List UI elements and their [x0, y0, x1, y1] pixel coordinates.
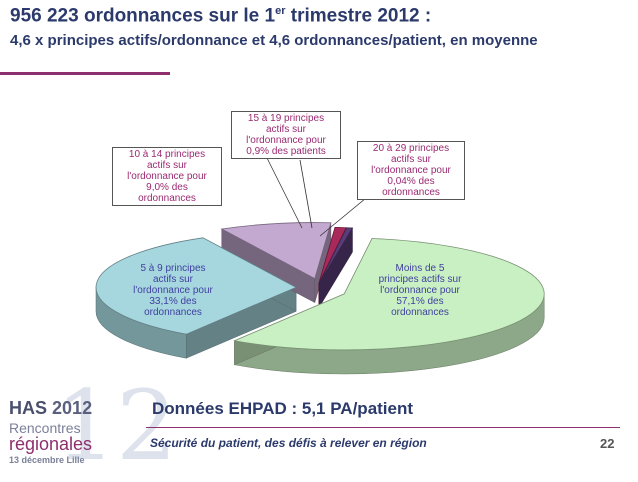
pie-slice-1 — [95, 237, 297, 335]
label-slice-10-14: 10 à 14 principes actifs sur l'ordonnanc… — [112, 147, 222, 206]
page-number: 22 — [600, 436, 615, 451]
has-logo: 12 HAS 2012 Rencontres régionales 13 déc… — [9, 370, 178, 482]
leader-line-1 — [299, 159, 313, 229]
pie-slice-0 — [233, 238, 545, 351]
label-slice-5-9: 5 à 9 principes actifs sur l'ordonnance … — [133, 263, 213, 318]
page-subtitle: 4,6 x principes actifs/ordonnance et 4,6… — [10, 32, 538, 49]
label-slice-15-19: 15 à 19 principes actifs sur l'ordonnanc… — [231, 111, 341, 159]
footer-text: Sécurité du patient, des défis à relever… — [150, 436, 427, 450]
pie-slice-4 — [318, 227, 354, 284]
ehpad-note: Données EHPAD : 5,1 PA/patient — [152, 399, 414, 418]
title-accent-line — [0, 72, 170, 75]
page-title: 956 223 ordonnances sur le 1er trimestre… — [10, 5, 432, 27]
label-slice-lt5: Moins de 5 principes actifs sur l'ordonn… — [378, 263, 462, 318]
pie-slice-2 — [220, 222, 332, 280]
label-slice-20-29: 20 à 29 principes actifs sur l'ordonnanc… — [357, 141, 465, 200]
footer-divider — [146, 427, 620, 428]
